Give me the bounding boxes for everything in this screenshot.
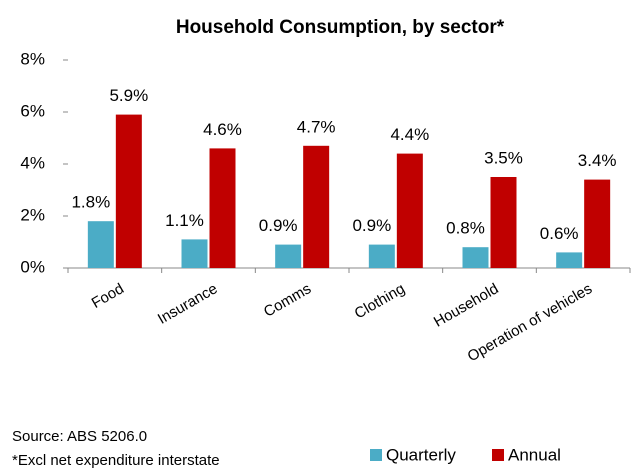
y-tick-label: 0% — [20, 257, 45, 276]
bar — [462, 247, 489, 268]
legend-label: Annual — [508, 445, 561, 464]
bar — [368, 244, 395, 268]
x-tick-label: Household — [431, 280, 502, 331]
bar — [115, 114, 142, 268]
note: *Excl net expenditure interstate — [12, 452, 220, 469]
source: Source: ABS 5206.0 — [12, 428, 147, 445]
y-tick-label: 6% — [20, 101, 45, 120]
data-label: 4.6% — [203, 120, 242, 139]
y-tick-label: 4% — [20, 153, 45, 172]
data-label: 0.9% — [352, 216, 391, 235]
bar — [490, 177, 517, 268]
data-label: 5.9% — [109, 86, 148, 105]
data-label: 0.9% — [259, 216, 298, 235]
x-tick-label: Comms — [261, 280, 314, 321]
bar — [275, 244, 302, 268]
data-label: 0.8% — [446, 219, 485, 238]
bar — [209, 148, 236, 268]
data-label: 3.5% — [484, 148, 523, 167]
bar — [556, 252, 583, 268]
y-tick-label: 8% — [20, 49, 45, 68]
data-label: 1.1% — [165, 211, 204, 230]
x-tick-label: Food — [89, 280, 127, 312]
bar — [396, 153, 423, 268]
bar — [87, 221, 114, 268]
chart-title: Household Consumption, by sector* — [176, 17, 505, 38]
bar — [584, 179, 611, 268]
bar — [181, 239, 208, 268]
legend-label: Quarterly — [386, 445, 456, 464]
data-label: 3.4% — [578, 151, 617, 170]
data-label: 4.7% — [297, 117, 336, 136]
legend-swatch — [370, 449, 382, 461]
x-tick-label: Insurance — [155, 280, 221, 328]
data-label: 4.4% — [390, 125, 429, 144]
data-label: 1.8% — [71, 193, 110, 212]
y-tick-label: 2% — [20, 205, 45, 224]
x-tick-label: Clothing — [352, 280, 408, 322]
legend-swatch — [492, 449, 504, 461]
bar — [303, 145, 330, 268]
data-label: 0.6% — [540, 224, 579, 243]
